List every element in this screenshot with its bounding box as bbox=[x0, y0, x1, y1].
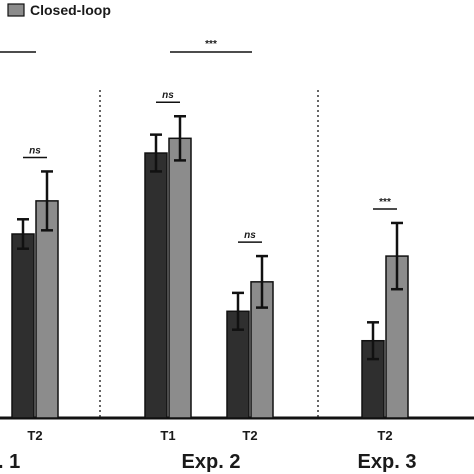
group-label-exp3: Exp. 3 bbox=[358, 451, 417, 473]
sig-label-2: ns bbox=[244, 230, 256, 241]
tick-label-exp1-t2: T2 bbox=[27, 428, 42, 443]
bar-light-1 bbox=[168, 137, 192, 419]
bars-layer bbox=[11, 137, 409, 419]
error-bars-layer bbox=[17, 114, 403, 361]
legend-swatch-closed-loop bbox=[7, 3, 25, 17]
tick-label-exp2-t2: T2 bbox=[242, 428, 257, 443]
bar-light-0 bbox=[35, 200, 59, 419]
comparison-label-exp2: *** bbox=[205, 39, 217, 50]
tick-label-exp2-t1: T1 bbox=[160, 428, 175, 443]
sig-label-3: *** bbox=[379, 197, 391, 208]
significance-layer: ns ns ns *** *** bbox=[0, 39, 397, 243]
sig-label-0: ns bbox=[29, 145, 41, 156]
group-label-exp1: . 1 bbox=[0, 451, 20, 473]
tick-label-exp3-t2: T2 bbox=[377, 428, 392, 443]
group-label-exp2: Exp. 2 bbox=[182, 451, 241, 473]
bar-dark-0 bbox=[11, 233, 35, 419]
bar-dark-1 bbox=[144, 152, 168, 419]
sig-label-1: ns bbox=[162, 90, 174, 101]
legend-label-closed-loop: Closed-loop bbox=[30, 2, 111, 18]
